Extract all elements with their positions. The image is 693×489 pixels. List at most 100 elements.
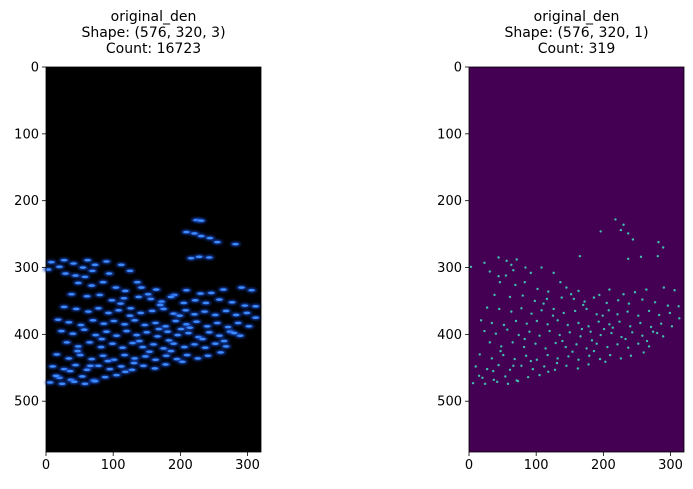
density-point [546,323,549,326]
density-point [529,359,533,363]
density-point [44,268,52,271]
density-point [126,269,134,273]
density-point [72,274,79,277]
density-point [548,329,551,333]
density-point [589,330,592,333]
density-point [494,332,498,335]
density-point [657,240,660,244]
density-point [152,321,159,325]
density-point [113,373,120,377]
density-point [568,331,571,334]
density-point [622,293,625,296]
chart-title-line: Shape: (576, 320, 1) [504,25,648,41]
density-point [651,330,655,333]
density-point [91,263,99,267]
density-point [528,330,531,333]
density-point [60,305,68,309]
density-point [547,290,550,293]
density-point [95,364,102,368]
density-point [248,288,255,292]
density-point [522,345,526,349]
x-tick-label: 300 [658,458,683,473]
density-point [641,298,644,301]
density-point [187,256,195,260]
density-point [68,292,75,296]
density-point [508,368,512,371]
density-point [479,319,483,322]
density-point [220,288,227,291]
density-point [224,325,232,329]
density-points [469,218,681,386]
density-point [120,296,128,300]
density-point [151,367,159,370]
density-point [491,369,495,373]
density-point [60,367,68,371]
density-point [597,320,600,323]
density-point [123,329,130,333]
density-point [202,346,209,350]
density-point [529,271,533,275]
density-point [523,337,526,341]
density-point [513,357,516,361]
density-point [201,310,208,313]
density-point [216,334,223,337]
density-point [198,234,205,238]
density-point [485,306,489,309]
y-tick-label: 500 [14,395,39,410]
density-point [70,262,77,265]
density-point [195,255,203,259]
density-point [554,341,557,345]
density-point [542,302,545,305]
density-point [143,331,150,334]
density-point [608,288,611,291]
density-point [117,302,124,305]
density-point [534,342,537,345]
density-point [504,375,507,378]
density-point [622,223,625,226]
density-point [661,246,665,249]
density-point [505,259,508,263]
density-point [183,230,190,234]
density-point [191,298,199,302]
density-point [131,357,138,360]
density-point [567,355,570,358]
density-point [598,357,602,361]
density-point [243,311,251,315]
density-point [89,319,97,322]
density-point [52,374,60,378]
density-point [105,311,112,315]
density-point [60,258,68,262]
density-point [611,326,614,329]
density-point [108,298,116,302]
density-point [601,314,604,317]
density-point [631,238,635,241]
y-tick-label: 100 [14,127,39,142]
y-tick-label: 100 [437,127,462,142]
chart-title-line: original_den [534,9,620,25]
density-point [500,345,503,348]
density-point [121,353,128,357]
density-point [122,370,129,374]
density-point [530,312,533,315]
y-tick-label: 200 [14,194,39,209]
density-point [535,358,539,361]
density-point [523,281,526,284]
density-point [62,272,69,275]
density-point [520,364,523,367]
density-point [488,270,492,273]
density-point [627,302,631,305]
y-tick-label: 300 [14,261,39,276]
density-point [483,261,486,265]
density-point [639,321,642,325]
density-point [222,345,230,348]
density-point [677,305,680,308]
density-point [608,323,611,326]
density-point [99,280,107,284]
density-point [131,319,138,322]
density-point [626,310,629,313]
heatmap-background [469,67,684,452]
density-point [236,334,244,337]
density-point [666,304,670,307]
density-point [590,339,594,342]
